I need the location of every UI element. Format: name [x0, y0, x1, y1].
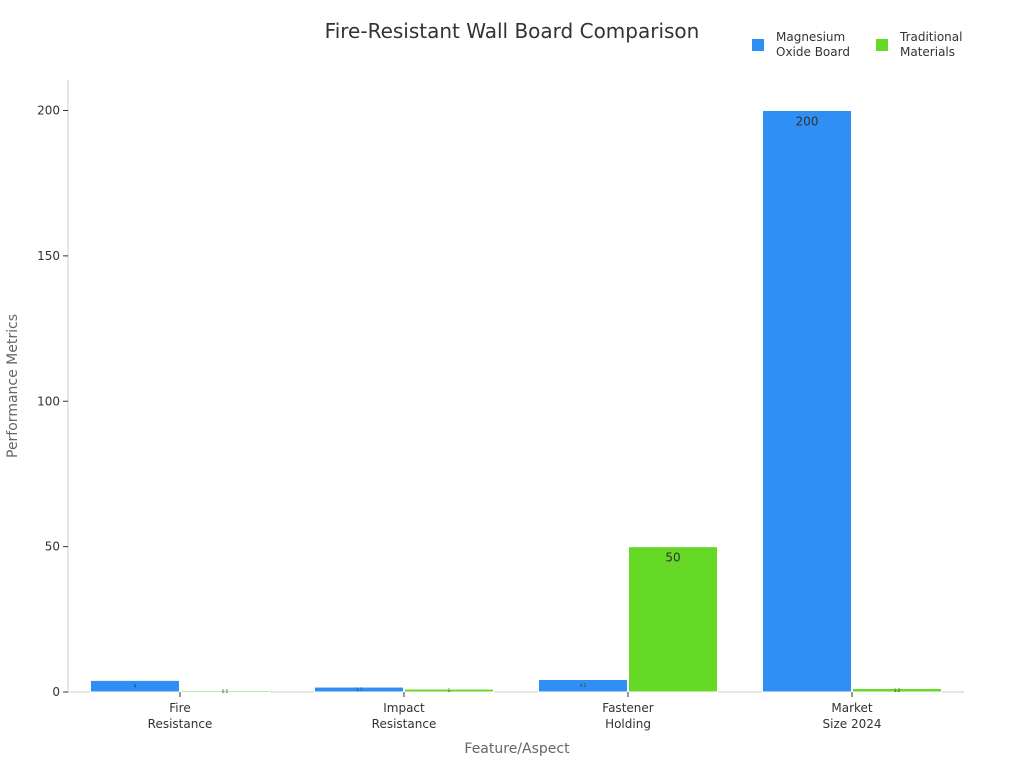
bar-value-label: 0.5: [222, 689, 229, 694]
bar: [404, 688, 494, 693]
bar: [180, 690, 270, 693]
y-tick-label: 100: [37, 394, 60, 408]
chart-legend: Magnesium Oxide Board Traditional Materi…: [752, 30, 980, 60]
legend-label-line: Materials: [900, 45, 956, 59]
legend-item-magnesium[interactable]: Magnesium Oxide Board: [752, 30, 856, 60]
bar: [762, 110, 852, 693]
bar: [538, 678, 628, 693]
bar: [314, 686, 404, 693]
bar-value-label: 200: [796, 115, 819, 129]
chart-title: Fire-Resistant Wall Board Comparison: [324, 19, 700, 43]
legend-label-line: Oxide Board: [776, 45, 850, 59]
y-tick-label: 0: [52, 685, 60, 699]
x-tick-label: Fastener: [602, 701, 653, 715]
bar-value-label: 50: [665, 551, 680, 565]
legend-swatch-magnesium: [752, 39, 764, 51]
legend-label-line: Magnesium: [776, 30, 846, 44]
x-tick-label: Fire: [169, 701, 190, 715]
x-axis-label: Feature/Aspect: [464, 741, 570, 757]
x-tick-label: Impact: [383, 701, 425, 715]
y-tick-label: 50: [45, 540, 60, 554]
x-tick-label: Resistance: [372, 717, 437, 731]
bar-value-label: 1.2: [894, 688, 901, 693]
y-tick-label: 150: [37, 249, 60, 263]
legend-swatch-traditional: [876, 39, 888, 51]
bar-value-label: 1: [448, 688, 451, 693]
bar-value-label: 4.3: [580, 683, 587, 688]
y-tick-label: 200: [37, 104, 60, 118]
x-tick-label: Resistance: [148, 717, 213, 731]
bar: [628, 546, 718, 693]
x-tick-label: Market: [831, 701, 873, 715]
bar-value-label: 4: [134, 684, 137, 689]
legend-label-line: Traditional: [900, 30, 963, 44]
bar-value-label: 1.7: [356, 687, 363, 692]
x-tick-label: Size 2024: [823, 717, 882, 731]
x-tick-label: Holding: [605, 717, 651, 731]
bar: [90, 679, 180, 693]
bar: [852, 688, 942, 693]
legend-label-magnesium: Magnesium Oxide Board: [776, 30, 856, 60]
legend-item-traditional[interactable]: Traditional Materials: [876, 30, 980, 60]
legend-label-traditional: Traditional Materials: [900, 30, 980, 60]
